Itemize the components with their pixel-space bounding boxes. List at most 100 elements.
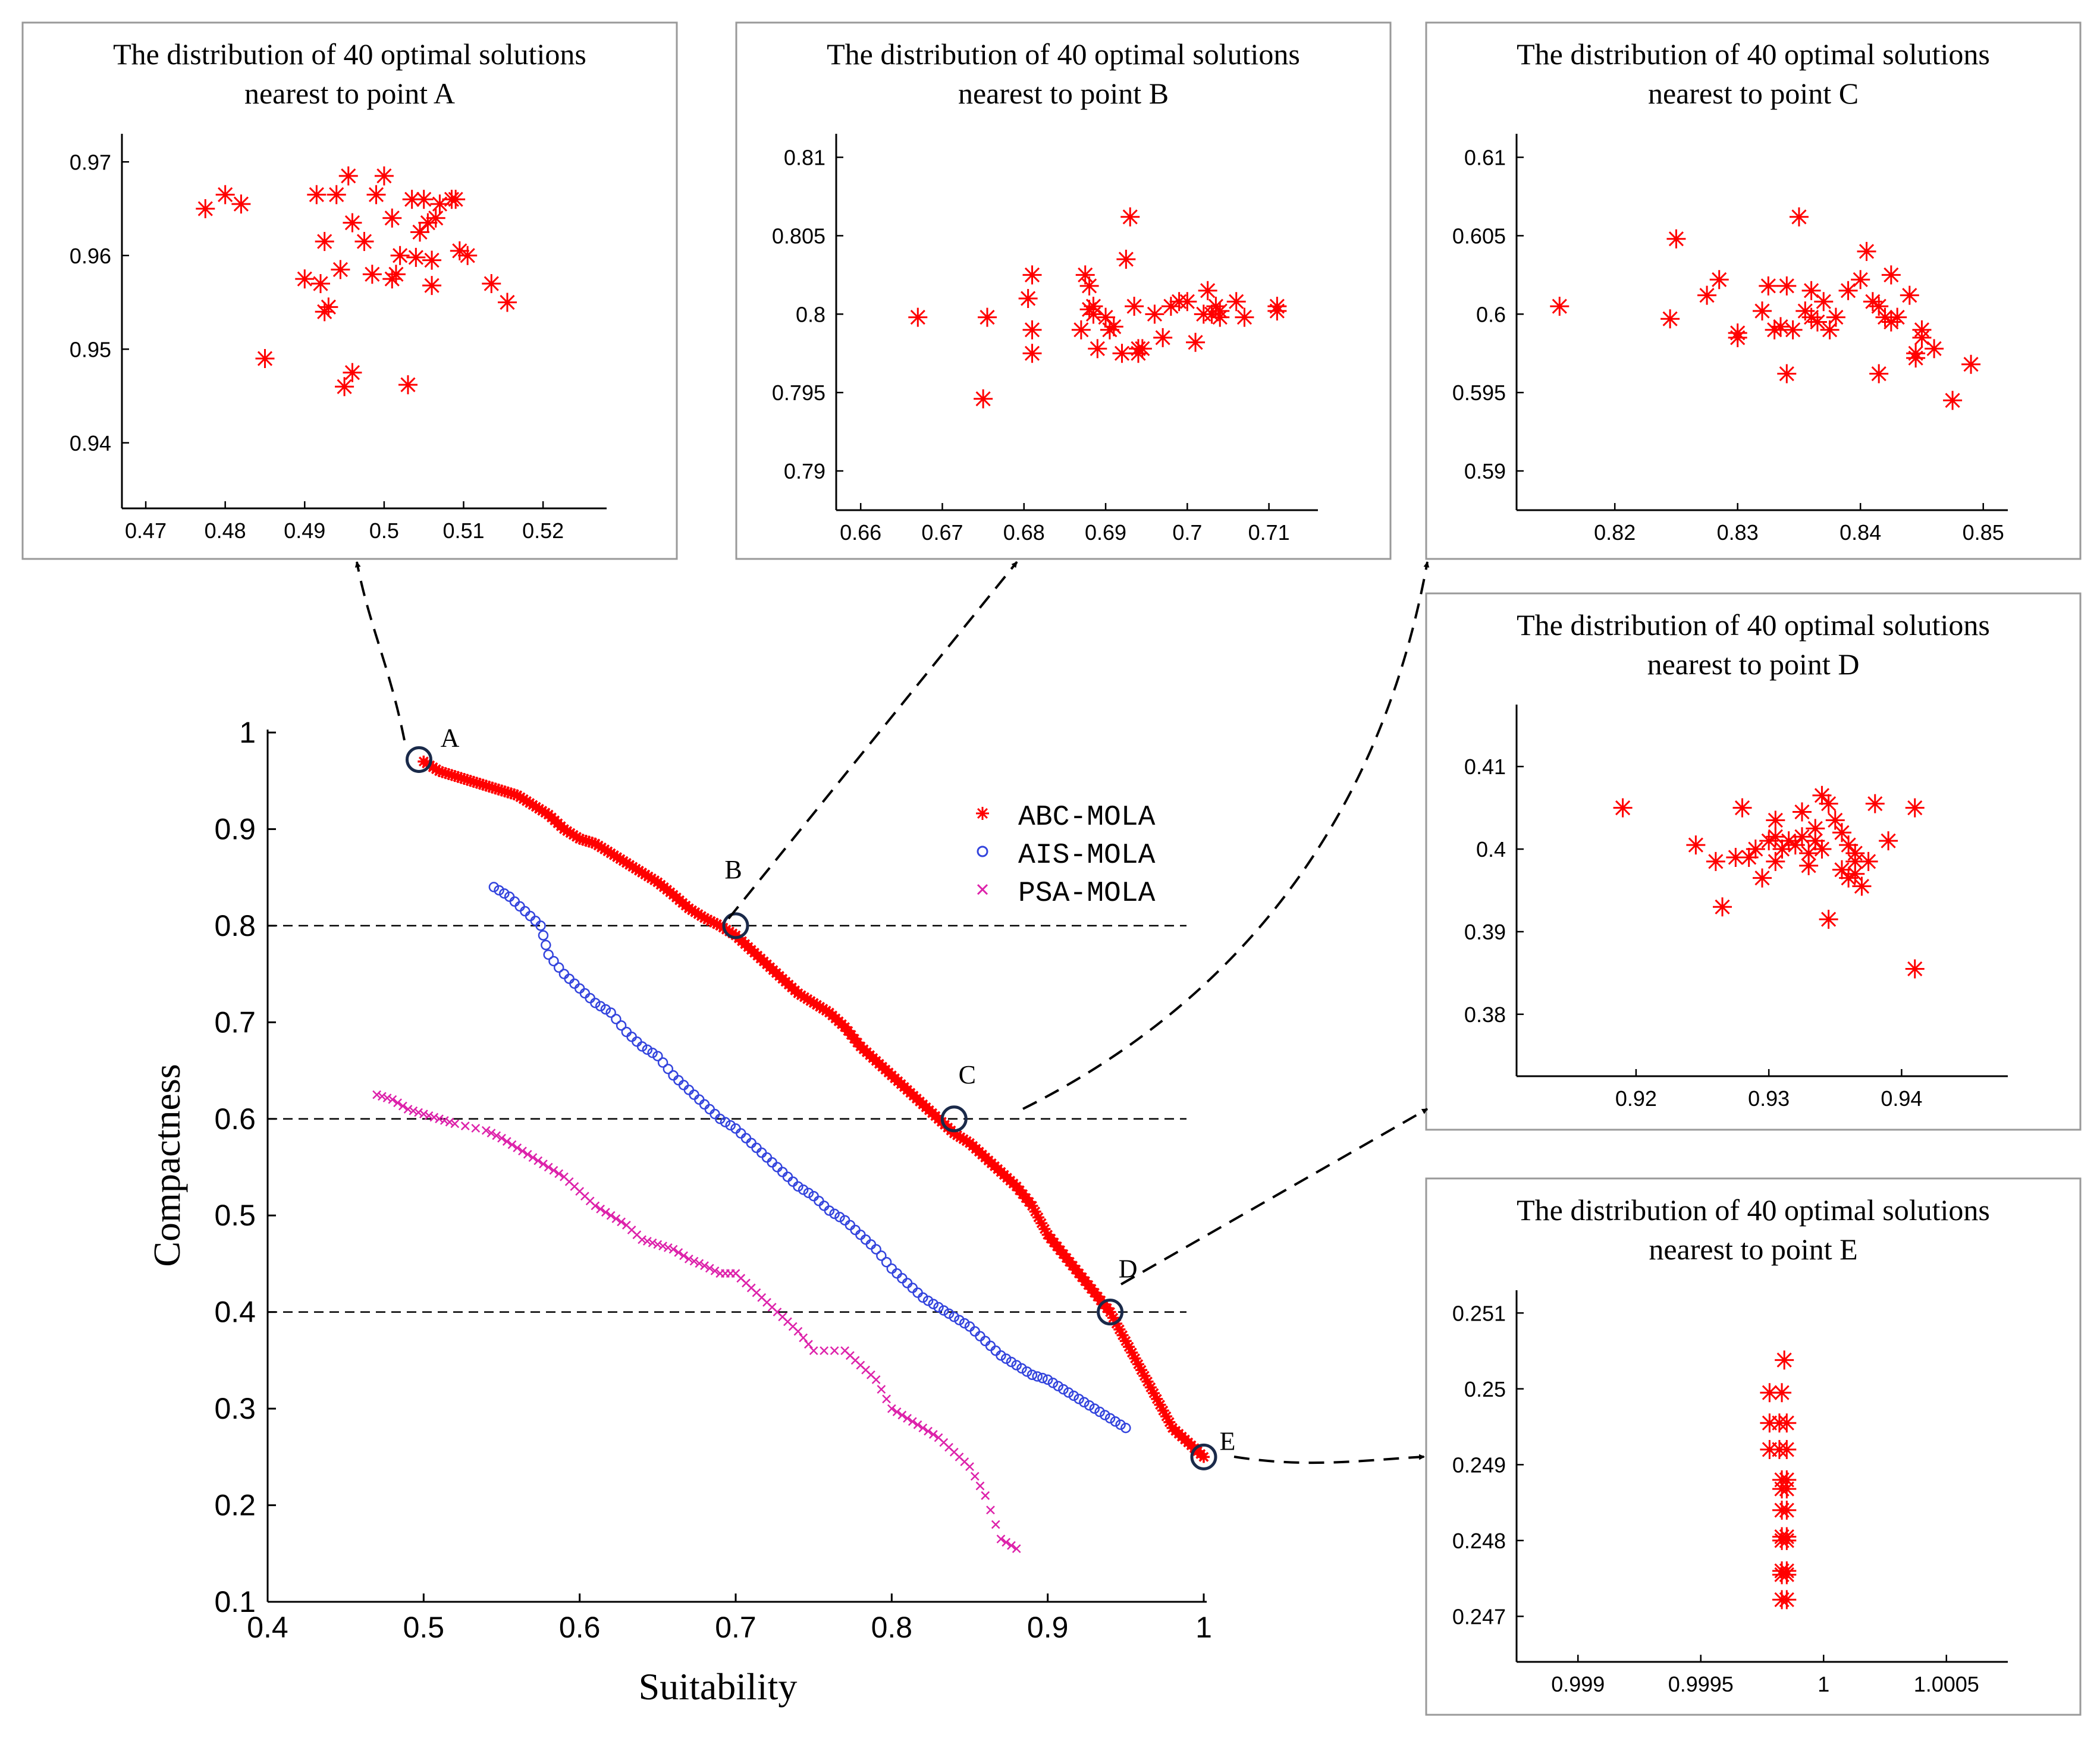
- series-point-interp: [892, 1268, 902, 1279]
- series-point-interp: [663, 1243, 673, 1252]
- series-point-interp: [445, 1117, 454, 1127]
- inset-point: [1116, 250, 1136, 269]
- inset-point: [1777, 1479, 1797, 1499]
- series-point-interp: [710, 1266, 720, 1275]
- series-point-interp: [600, 1004, 611, 1015]
- series-point-interp: [1084, 1400, 1095, 1411]
- series-point: [933, 1302, 944, 1313]
- series-point: [638, 1235, 646, 1244]
- series-point: [488, 882, 500, 892]
- series-point-interp: [938, 1305, 949, 1316]
- series-point-interp: [1144, 1381, 1157, 1394]
- inset-y-tick-label: 0.97: [70, 150, 111, 174]
- series-point-interp: [912, 1287, 923, 1298]
- series-point-interp: [1113, 1323, 1126, 1335]
- y-tick-label: 0.7: [214, 1005, 256, 1039]
- inset-y-tick-label: 0.81: [784, 146, 825, 170]
- series-point-interp: [1079, 1397, 1090, 1408]
- series-point: [871, 1375, 881, 1384]
- inset-point: [1079, 276, 1099, 296]
- series-point-interp: [502, 1137, 511, 1146]
- legend-label: ABC-MOLA: [1018, 802, 1156, 834]
- series-point-interp: [705, 915, 717, 928]
- series-point-interp: [518, 1146, 527, 1156]
- inset-point: [1686, 835, 1706, 855]
- series-point: [435, 1114, 444, 1124]
- series-point-interp: [595, 1001, 606, 1012]
- series-point: [699, 1099, 710, 1110]
- series-point: [535, 920, 546, 931]
- inset-point: [398, 375, 418, 395]
- inset-point: [1766, 810, 1785, 830]
- series-point-interp: [377, 1092, 387, 1101]
- point-label-e: E: [1220, 1426, 1236, 1456]
- series-point: [513, 1143, 522, 1152]
- inset-frame: [735, 21, 1392, 560]
- series-point-interp: [830, 1346, 839, 1356]
- series-point: [1198, 1451, 1210, 1463]
- inset-series: [1760, 1350, 1797, 1610]
- inset-point: [1713, 897, 1732, 917]
- inset-point: [1852, 876, 1872, 896]
- inset-point: [1186, 332, 1206, 352]
- series-point-interp: [548, 955, 559, 967]
- series-point: [1135, 1364, 1148, 1376]
- series-point-interp: [991, 1520, 1000, 1529]
- series-point: [965, 1462, 974, 1471]
- inset-point: [1132, 339, 1152, 359]
- series-point-interp: [922, 1295, 934, 1306]
- inset-point: [390, 246, 410, 265]
- inset-point: [1869, 364, 1889, 384]
- series-point-interp: [924, 1426, 933, 1436]
- inset-title-line: The distribution of 40 optimal solutions: [113, 37, 586, 71]
- series-point-interp: [772, 1162, 783, 1173]
- inset-y-tick-label: 0.79: [784, 459, 825, 483]
- inset-point: [414, 190, 434, 209]
- inset-point: [1799, 856, 1819, 875]
- series-point: [698, 911, 711, 924]
- series-point-interp: [694, 1094, 705, 1105]
- series-ais-mola: [488, 882, 1131, 1434]
- series-point: [497, 1133, 506, 1143]
- inset-point: [1267, 301, 1287, 321]
- series-point-interp: [1163, 1416, 1176, 1428]
- inset-y-tick-label: 0.25: [1464, 1377, 1506, 1401]
- inset-point: [311, 274, 331, 293]
- inset-point: [1801, 281, 1821, 300]
- inset-point: [497, 293, 517, 312]
- inset-point: [1771, 317, 1790, 337]
- series-point-interp: [1038, 1222, 1051, 1235]
- inset-point: [1865, 794, 1885, 813]
- inset-point: [1739, 847, 1759, 867]
- series-point-interp: [601, 1208, 610, 1217]
- series-point: [403, 1105, 413, 1114]
- inset-point: [1777, 1439, 1797, 1459]
- inset-point: [1753, 301, 1772, 321]
- series-point: [1120, 1422, 1131, 1434]
- inset-point: [1875, 307, 1895, 327]
- series-point-interp: [907, 1283, 918, 1293]
- inset-point: [374, 166, 394, 186]
- inset-series: [196, 166, 517, 397]
- series-point-interp: [525, 910, 536, 922]
- point-label-c: C: [959, 1060, 976, 1089]
- series-point-interp: [658, 1241, 667, 1251]
- series-point: [1104, 1306, 1116, 1318]
- legend-marker: [976, 807, 989, 820]
- inset-point: [1851, 270, 1870, 290]
- inset-point: [1820, 320, 1840, 340]
- series-point-interp: [460, 1121, 470, 1131]
- arrow-to-inset-a: [354, 561, 406, 741]
- inset-point: [1706, 851, 1725, 871]
- series-point-interp: [1068, 1390, 1079, 1401]
- series-point: [653, 1240, 663, 1249]
- inset-point: [1801, 307, 1821, 327]
- callout-arrows: [354, 561, 1430, 1464]
- series-point: [591, 1201, 600, 1211]
- inset-point: [1777, 1590, 1797, 1610]
- series-point-interp: [429, 1112, 439, 1122]
- inset-x-tick-label: 0.5: [369, 518, 399, 543]
- series-point: [636, 1041, 648, 1052]
- inset-point: [406, 247, 426, 267]
- inset-point: [1728, 328, 1747, 347]
